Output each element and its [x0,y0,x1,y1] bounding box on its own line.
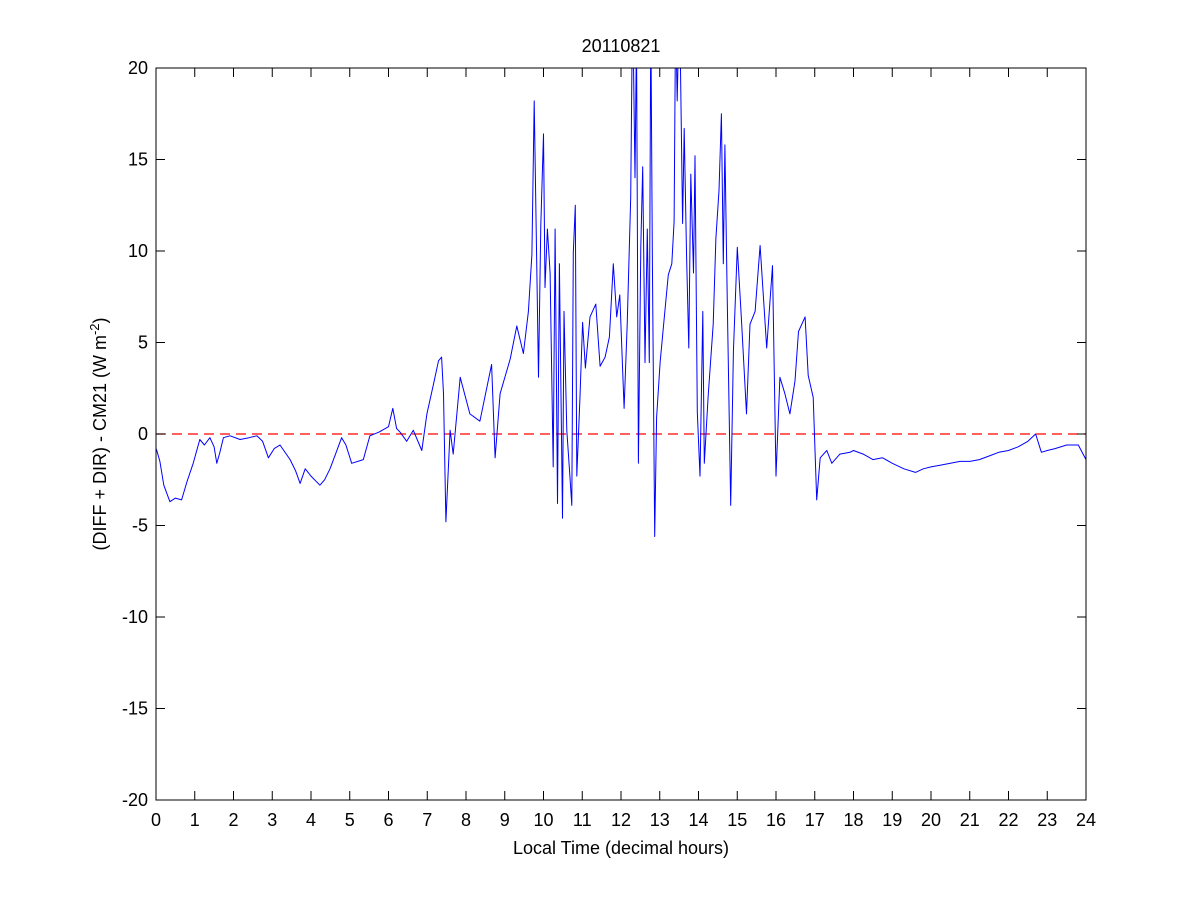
x-tick-label: 5 [345,810,355,830]
y-tick-label: -15 [122,699,148,719]
x-tick-label: 18 [843,810,863,830]
x-tick-label: 11 [573,810,592,830]
x-tick-label: 9 [500,810,510,830]
y-axis-label-main: (DIFF + DIR) - CM21 (W m [90,335,110,550]
x-tick-label: 3 [267,810,277,830]
y-tick-label: -10 [122,607,148,627]
x-tick-label: 8 [461,810,471,830]
chart-title: 20110821 [582,36,661,56]
y-tick-label: 0 [138,424,148,444]
x-tick-label: 10 [533,810,553,830]
x-tick-label: 6 [383,810,393,830]
x-tick-label: 12 [611,810,631,830]
x-tick-label: 1 [190,810,200,830]
x-tick-label: 21 [960,810,980,830]
x-tick-label: 14 [688,810,708,830]
x-tick-label: 17 [805,810,825,830]
x-axis-label: Local Time (decimal hours) [513,838,729,858]
y-tick-label: -20 [122,790,148,810]
y-tick-label: 5 [138,333,148,353]
y-axis-label-end: ) [90,317,110,323]
x-tick-label: 15 [727,810,747,830]
y-tick-label: 20 [128,58,148,78]
x-tick-label: 7 [422,810,432,830]
y-axis-label-sup: -2 [87,323,102,335]
x-tick-label: 13 [650,810,670,830]
series-line-difference [156,68,1086,537]
y-axis-label: (DIFF + DIR) - CM21 (W m-2) [87,317,110,550]
y-tick-label: 15 [128,150,148,170]
x-tick-label: 22 [998,810,1018,830]
x-tick-label: 16 [766,810,786,830]
y-tick-label: -5 [132,516,148,536]
x-tick-label: 2 [228,810,238,830]
x-tick-label: 19 [882,810,902,830]
y-tick-label: 10 [128,241,148,261]
x-tick-label: 4 [306,810,316,830]
x-tick-label: 24 [1076,810,1096,830]
x-tick-label: 20 [921,810,941,830]
x-tick-label: 0 [151,810,161,830]
x-tick-label: 23 [1037,810,1057,830]
